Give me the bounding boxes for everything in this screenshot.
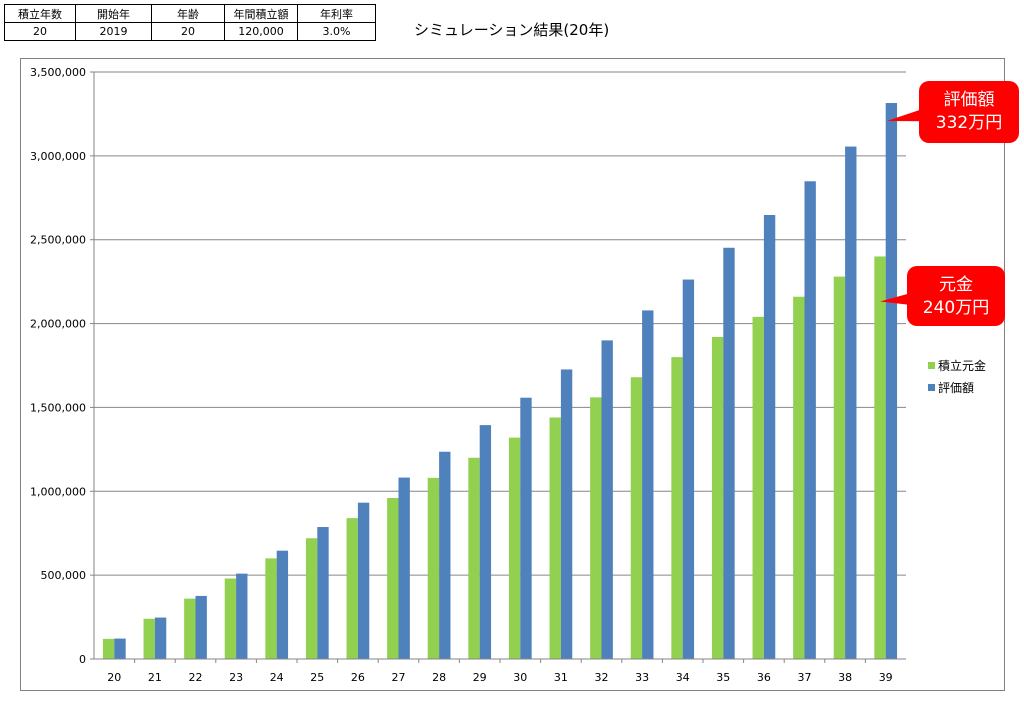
parameters-header-row: 積立年数 開始年 年齢 年間積立額 年利率 [4, 4, 376, 23]
bar-valuation-21 [154, 617, 167, 659]
legend-item-valuation: 評価額 [928, 376, 986, 398]
x-tick-label: 27 [392, 671, 406, 684]
y-tick-label: 3,500,000 [30, 66, 86, 79]
bar-principal-21 [143, 618, 155, 659]
x-tick-label: 39 [879, 671, 893, 684]
y-tick-label: 3,000,000 [30, 150, 86, 163]
bar-principal-20 [102, 638, 115, 659]
x-tick-label: 21 [148, 671, 162, 684]
callout-line2: 240万円 [923, 298, 989, 318]
value-cell-age[interactable]: 20 [151, 22, 225, 41]
axes: 0 500,000 1,000,000 1,500,000 2,000,000 2,500… [30, 66, 906, 684]
bar-principal-25 [305, 538, 318, 659]
legend-swatch-principal [928, 361, 935, 369]
x-tick-label: 36 [757, 671, 771, 684]
bar-principal-29 [468, 457, 480, 659]
bar-valuation-31 [560, 369, 573, 659]
x-tick-label: 34 [676, 671, 690, 684]
x-tick-label: 38 [838, 671, 852, 684]
bar-principal-38 [833, 276, 846, 659]
callout-principal[interactable]: 元金 240万円 [880, 266, 1005, 326]
bar-valuation-22 [195, 595, 207, 659]
x-tick-label: 30 [513, 671, 527, 684]
sheet-title: シミュレーション結果(20年) [414, 21, 610, 39]
callout-pointer [886, 108, 923, 122]
legend[interactable]: 積立元金 評価額 [928, 354, 986, 398]
x-tick-label: 26 [351, 671, 365, 684]
bar-principal-28 [427, 477, 440, 659]
x-tick-label: 29 [473, 671, 487, 684]
bar-valuation-20 [114, 638, 126, 659]
bar-principal-24 [265, 558, 277, 659]
bar-valuation-25 [317, 527, 329, 659]
value-cell-annual-rate[interactable]: 3.0% [297, 22, 376, 41]
parameters-table: 積立年数 開始年 年齢 年間積立額 年利率 20 2019 20 120,000… [4, 4, 376, 41]
value-cell-start-year[interactable]: 2019 [75, 22, 152, 41]
bar-valuation-39 [885, 103, 898, 659]
bar-valuation-23 [236, 573, 248, 659]
bar-valuation-29 [479, 425, 492, 659]
gridlines [94, 71, 906, 576]
x-tick-label: 35 [716, 671, 730, 684]
bar-valuation-30 [520, 397, 532, 659]
bars [102, 103, 898, 660]
legend-label-valuation: 評価額 [938, 380, 975, 395]
bar-principal-22 [184, 598, 196, 659]
x-tick-label: 24 [270, 671, 284, 684]
callout-line2: 332万円 [936, 113, 1002, 133]
value-cell-years[interactable]: 20 [4, 22, 76, 41]
bar-principal-27 [387, 497, 399, 659]
bar-principal-32 [590, 397, 602, 659]
x-tick-label: 23 [229, 671, 243, 684]
x-tick-label: 32 [595, 671, 609, 684]
x-tick-label: 20 [107, 671, 121, 684]
legend-label-principal: 積立元金 [938, 358, 987, 373]
bar-principal-23 [224, 578, 237, 659]
callout-line1: 元金 [939, 275, 973, 295]
bar-valuation-33 [642, 310, 654, 659]
bar-valuation-26 [357, 502, 370, 659]
bar-valuation-34 [682, 279, 695, 659]
x-tick-label: 28 [432, 671, 446, 684]
x-tick-label: 25 [310, 671, 324, 684]
x-tick-label: 31 [554, 671, 568, 684]
callout-box [907, 266, 1005, 326]
y-tick-label: 1,000,000 [30, 485, 86, 498]
bar-principal-34 [671, 357, 683, 659]
x-tick-label: 22 [189, 671, 203, 684]
bar-principal-35 [711, 336, 724, 659]
y-tick-label: 500,000 [41, 569, 87, 582]
bar-principal-30 [508, 437, 521, 659]
bar-valuation-37 [804, 181, 816, 659]
bar-valuation-35 [723, 247, 735, 659]
bar-valuation-24 [276, 550, 289, 659]
bar-valuation-38 [845, 146, 857, 659]
x-tick-label: 37 [798, 671, 812, 684]
legend-item-principal: 積立元金 [928, 354, 986, 376]
y-tick-label: 2,500,000 [30, 234, 86, 247]
callout-box [919, 81, 1019, 143]
y-tick-label: 0 [79, 653, 86, 666]
x-tick-label: 33 [635, 671, 649, 684]
callout-pointer [880, 293, 911, 305]
y-tick-label: 1,500,000 [30, 401, 86, 414]
bar-valuation-36 [763, 215, 776, 660]
y-tick-label: 2,000,000 [30, 318, 86, 331]
bar-principal-31 [549, 417, 561, 659]
bar-valuation-32 [601, 340, 613, 659]
bar-principal-37 [793, 296, 805, 659]
parameters-value-row: 20 2019 20 120,000 3.0% [4, 22, 376, 41]
callout-valuation[interactable]: 評価額 332万円 [886, 81, 1019, 143]
callout-line1: 評価額 [944, 90, 995, 110]
bar-principal-33 [630, 377, 643, 659]
bar-principal-36 [752, 316, 764, 659]
legend-swatch-valuation [928, 383, 935, 391]
bar-principal-26 [346, 518, 358, 659]
bar-principal-39 [874, 256, 886, 659]
header-cell-annual-rate: 年利率 [297, 4, 376, 23]
bar-valuation-28 [439, 451, 451, 659]
bar-valuation-27 [398, 477, 410, 659]
